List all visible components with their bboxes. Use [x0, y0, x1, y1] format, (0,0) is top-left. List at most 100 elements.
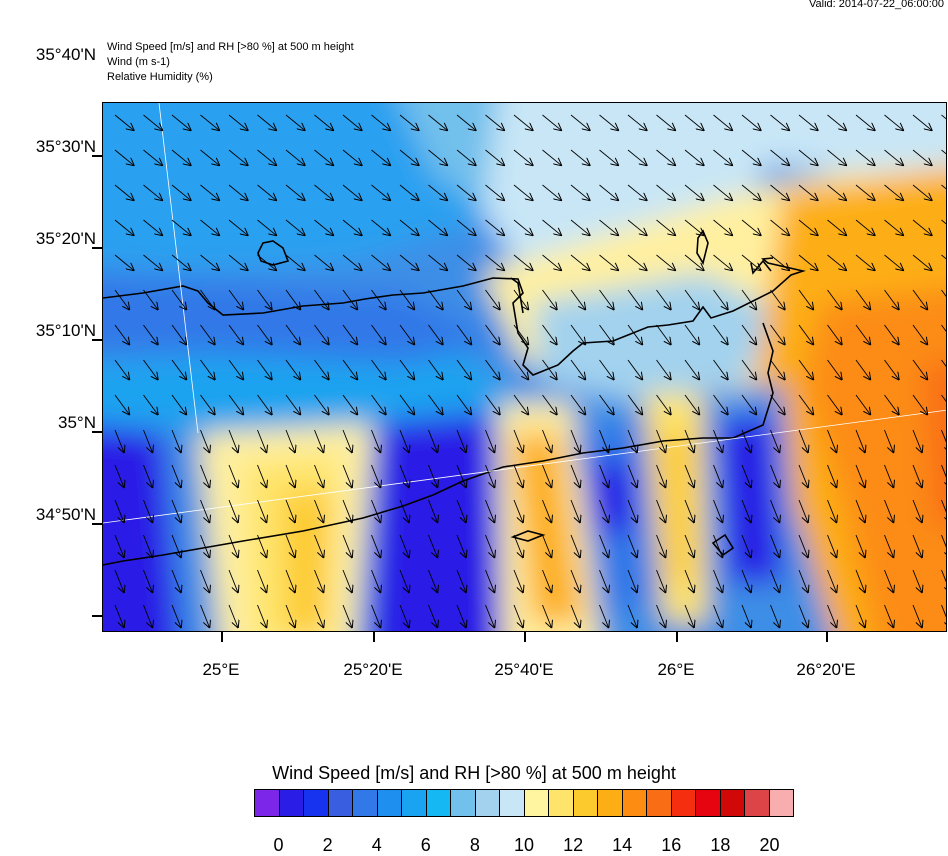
colorbar-swatch [328, 790, 353, 816]
wind-arrow [314, 219, 334, 235]
wind-arrow [798, 254, 818, 270]
wind-arrow [428, 569, 438, 592]
wind-arrow [570, 499, 580, 522]
wind-arrow [570, 114, 590, 130]
wind-arrow [114, 149, 134, 165]
lat-tick [92, 339, 102, 341]
wind-arrow [713, 604, 723, 627]
wind-arrow [200, 429, 210, 452]
wind-arrow [399, 254, 419, 270]
wind-arrow [627, 184, 647, 200]
wind-arrow [342, 149, 362, 165]
header-rh: Relative Humidity (%) [107, 71, 213, 83]
wind-arrow [912, 429, 922, 452]
wind-arrow [513, 499, 523, 522]
wind-arrow [228, 464, 238, 487]
wind-arrow [143, 289, 158, 309]
wind-arrow [257, 394, 272, 414]
lat-tick [92, 431, 102, 433]
wind-arrow [599, 324, 614, 344]
wind-arrow [627, 289, 642, 309]
wind-arrow [200, 219, 220, 235]
wind-arrow [542, 604, 552, 627]
wind-arrow [684, 464, 694, 487]
wind-arrow [570, 534, 580, 557]
wind-arrow [428, 149, 448, 165]
wind-arrow [599, 429, 609, 452]
wind-arrow [542, 289, 557, 309]
wind-arrow [456, 289, 471, 309]
colorbar-swatch [304, 790, 329, 816]
wind-arrow [456, 569, 466, 592]
wind-arrow [399, 219, 419, 235]
wind-arrow [684, 254, 704, 270]
wind-arrow [257, 289, 272, 309]
wind-arrow [371, 429, 381, 452]
wind-arrow [200, 604, 210, 627]
wind-arrow [656, 534, 666, 557]
wind-arrow [485, 114, 505, 130]
wind-arrow [513, 149, 533, 165]
wind-arrow [428, 429, 438, 452]
wind-arrow [884, 499, 894, 522]
wind-arrow [798, 569, 808, 592]
wind-arrow [599, 464, 609, 487]
lon-label-25-40: 25°40'E [494, 660, 554, 679]
wind-arrow [171, 149, 191, 165]
wind-arrow [770, 114, 790, 130]
wind-arrow [827, 254, 847, 270]
wind-arrow [485, 499, 495, 522]
wind-arrow [485, 289, 500, 309]
wind-arrow [884, 184, 904, 200]
colorbar-swatch [647, 790, 672, 816]
lat-label-35: 35°N [58, 413, 96, 432]
wind-arrow [257, 254, 277, 270]
wind-arrow [200, 324, 215, 344]
colorbar-swatch [622, 790, 647, 816]
lat-label-35-30: 35°30'N [35, 137, 96, 156]
wind-arrow [741, 184, 761, 200]
wind-arrow [741, 569, 751, 592]
wind-arrow [542, 499, 552, 522]
wind-arrow [171, 219, 191, 235]
wind-arrow [399, 324, 414, 344]
wind-arrow [798, 324, 813, 344]
wind-arrow [855, 604, 865, 627]
wind-vectors [114, 114, 946, 627]
wind-arrow [200, 184, 220, 200]
wind-arrow [656, 394, 671, 414]
wind-arrow [314, 289, 329, 309]
colorbar-label: 14 [612, 835, 633, 855]
wind-arrow [941, 219, 946, 225]
wind-arrow [941, 114, 946, 120]
wind-arrow [627, 464, 637, 487]
wind-arrow [428, 534, 438, 557]
wind-arrow [912, 534, 922, 557]
wind-arrow [912, 394, 927, 414]
wind-arrow [285, 149, 305, 165]
wind-arrow [798, 604, 808, 627]
wind-arrow [627, 499, 637, 522]
wind-arrow [684, 289, 699, 309]
colorbar-swatch [377, 790, 402, 816]
wind-arrow [257, 464, 267, 487]
wind-arrow [399, 394, 414, 414]
lat-label-35-10: 35°10'N [35, 321, 96, 340]
wind-arrow [627, 569, 637, 592]
colorbar-swatch [769, 790, 793, 816]
wind-arrow [741, 464, 751, 487]
wind-arrow [228, 359, 243, 379]
wind-arrow [513, 464, 523, 487]
wind-arrow [171, 464, 181, 487]
wind-arrow [114, 219, 134, 235]
wind-arrow [143, 149, 163, 165]
wind-arrow [513, 184, 533, 200]
wind-arrow [428, 289, 443, 309]
wind-arrow [855, 359, 870, 379]
wind-arrow [912, 569, 922, 592]
colorbar-swatch [549, 790, 574, 816]
wind-arrow [314, 534, 324, 557]
wind-arrow [456, 359, 471, 379]
wind-arrow [570, 149, 590, 165]
wind-arrow [171, 569, 181, 592]
